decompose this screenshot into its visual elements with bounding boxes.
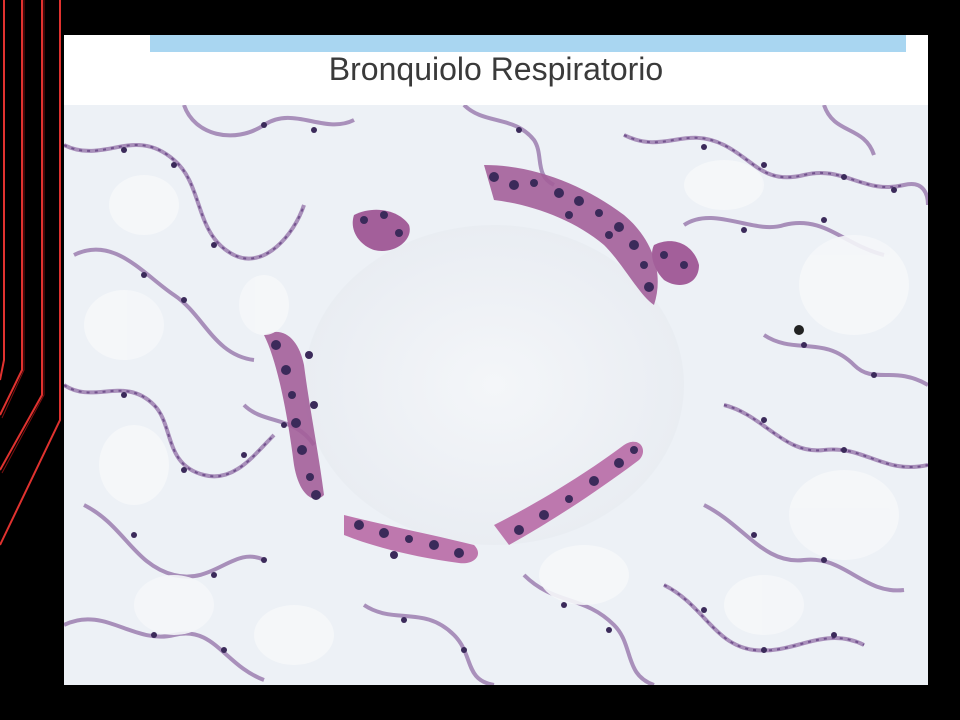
micrograph-image xyxy=(64,105,928,685)
deco-line-4 xyxy=(0,0,60,545)
decorative-lines xyxy=(0,0,70,720)
content-panel: Bronquiolo Respiratorio xyxy=(64,35,928,685)
micrograph-illustration xyxy=(64,105,928,685)
slide-title: Bronquiolo Respiratorio xyxy=(64,47,928,91)
deco-line-1 xyxy=(0,0,4,380)
